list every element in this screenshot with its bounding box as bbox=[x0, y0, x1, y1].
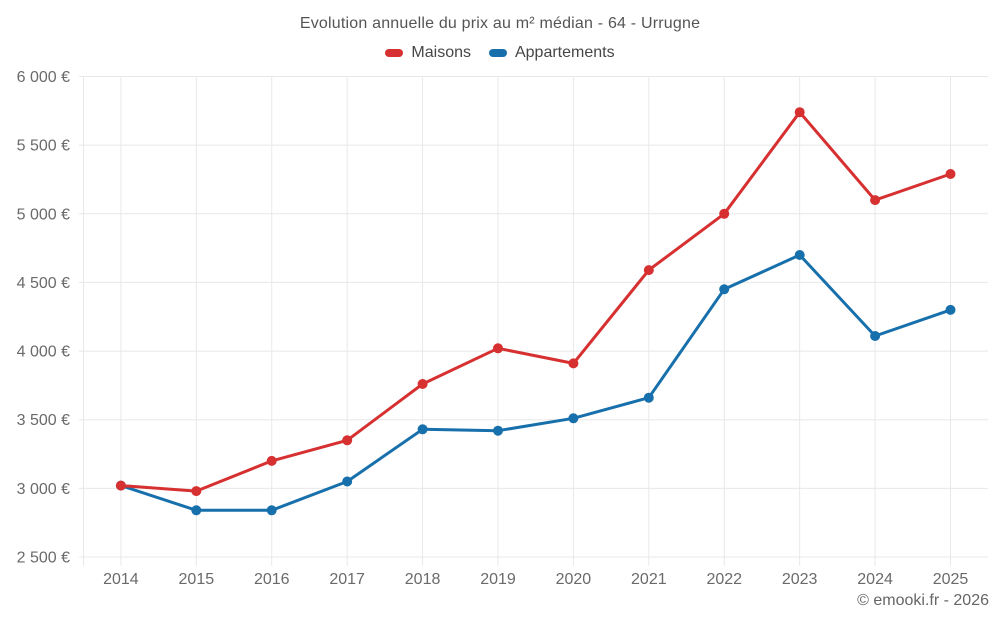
point-appartements-2024[interactable] bbox=[870, 331, 881, 341]
legend-label-appartements: Appartements bbox=[514, 44, 615, 61]
point-maisons-2020[interactable] bbox=[568, 358, 579, 369]
point-appartements-2019[interactable] bbox=[493, 425, 503, 436]
legend-item-maisons[interactable]: Maisons bbox=[385, 44, 471, 62]
point-maisons-2018[interactable] bbox=[417, 379, 428, 389]
y-axis-tick-label: 5 000 € bbox=[17, 206, 70, 223]
legend-item-appartements[interactable]: Appartements bbox=[488, 44, 615, 62]
x-axis-tick-label: 2022 bbox=[706, 571, 742, 588]
legend: Maisons Appartements bbox=[0, 44, 1000, 62]
point-appartements-2017[interactable] bbox=[342, 476, 353, 487]
x-axis-tick-label: 2019 bbox=[480, 571, 516, 588]
point-appartements-2015[interactable] bbox=[191, 505, 202, 516]
point-maisons-2015[interactable] bbox=[191, 486, 202, 497]
point-appartements-2021[interactable] bbox=[643, 392, 654, 403]
legend-label-maisons: Maisons bbox=[411, 44, 471, 61]
y-axis-tick-label: 2 500 € bbox=[17, 550, 70, 567]
point-maisons-2025[interactable] bbox=[945, 169, 956, 179]
x-axis-tick-label: 2020 bbox=[556, 571, 592, 588]
point-appartements-2018[interactable] bbox=[417, 424, 428, 435]
point-maisons-2023[interactable] bbox=[794, 107, 805, 118]
point-maisons-2016[interactable] bbox=[266, 455, 277, 466]
y-axis-tick-label: 3 000 € bbox=[17, 481, 70, 498]
point-maisons-2021[interactable] bbox=[643, 265, 654, 276]
x-axis-tick-label: 2017 bbox=[329, 571, 365, 588]
x-axis-tick-label: 2016 bbox=[254, 571, 290, 588]
point-maisons-2019[interactable] bbox=[493, 343, 503, 354]
point-appartements-2020[interactable] bbox=[568, 413, 579, 424]
appartements-series-swatch-icon bbox=[488, 49, 507, 57]
chart-title: Evolution annuelle du prix au m² médian … bbox=[299, 15, 701, 32]
x-axis-tick-label: 2023 bbox=[782, 571, 818, 588]
point-appartements-2022[interactable] bbox=[719, 284, 730, 295]
y-axis-tick-label: 5 500 € bbox=[17, 138, 70, 155]
point-appartements-2023[interactable] bbox=[794, 250, 805, 260]
x-axis-tick-label: 2025 bbox=[933, 571, 969, 588]
x-axis-tick-label: 2014 bbox=[103, 571, 139, 588]
series-line-appartements bbox=[119, 253, 952, 512]
point-maisons-2014[interactable] bbox=[115, 480, 126, 491]
point-appartements-2025[interactable] bbox=[945, 304, 956, 315]
series-line-maisons bbox=[119, 110, 952, 493]
point-maisons-2024[interactable] bbox=[870, 195, 881, 206]
footer-credit: © emooki.fr - 2026 bbox=[857, 592, 989, 609]
x-axis-tick-label: 2021 bbox=[631, 571, 667, 588]
maisons-series-swatch-icon bbox=[385, 49, 404, 57]
x-axis-tick-label: 2018 bbox=[405, 571, 441, 588]
point-appartements-2016[interactable] bbox=[266, 505, 277, 516]
point-maisons-2022[interactable] bbox=[719, 208, 730, 219]
y-axis-tick-label: 6 000 € bbox=[17, 69, 70, 86]
y-axis-tick-label: 4 500 € bbox=[17, 275, 70, 292]
y-axis-tick-label: 3 500 € bbox=[17, 412, 70, 429]
x-axis-tick-label: 2024 bbox=[857, 571, 893, 588]
x-axis-tick-label: 2015 bbox=[179, 571, 215, 588]
point-maisons-2017[interactable] bbox=[342, 435, 353, 446]
y-axis-tick-label: 4 000 € bbox=[17, 344, 70, 361]
